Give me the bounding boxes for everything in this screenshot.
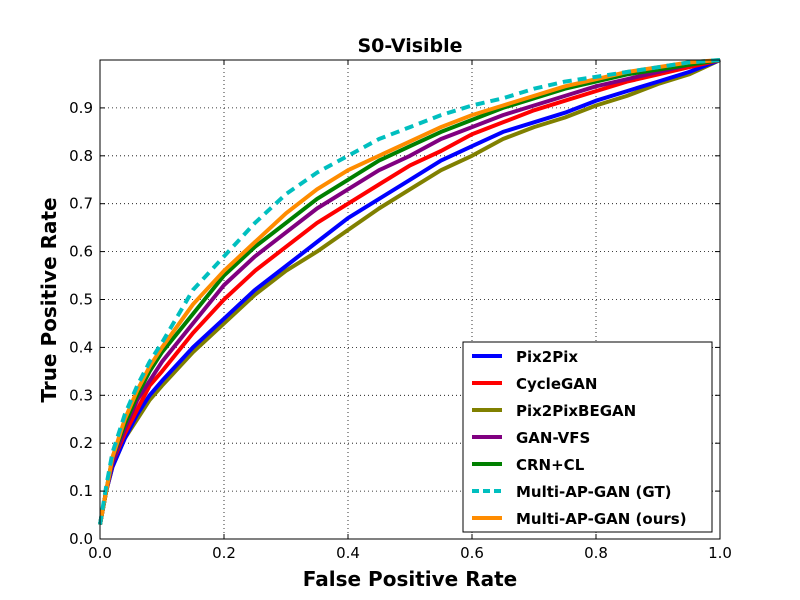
series-line-pix2pixbegan xyxy=(98,58,721,525)
x-tick-label: 0.0 xyxy=(88,544,112,562)
legend-box xyxy=(462,341,713,533)
x-axis-label: False Positive Rate xyxy=(303,567,517,591)
y-tick-label: 0.6 xyxy=(69,243,93,261)
legend-label: GAN-VFS xyxy=(516,429,590,447)
y-tick-label: 0.4 xyxy=(69,338,93,356)
chart-title: S0-Visible xyxy=(357,35,462,57)
legend-label: CRN+CL xyxy=(516,456,585,474)
series-line-cyclegan xyxy=(98,58,721,525)
y-tick-label: 0.5 xyxy=(69,291,93,309)
legend-label: Pix2Pix xyxy=(516,348,578,366)
series-line-multi-ap-gan-gt xyxy=(98,58,721,525)
x-tick-label: 0.6 xyxy=(460,544,484,562)
y-tick-label: 0.1 xyxy=(69,482,93,500)
y-tick-label: 0.9 xyxy=(69,99,93,117)
legend-label: Multi-AP-GAN (GT) xyxy=(516,483,672,501)
legend-label: Pix2PixBEGAN xyxy=(516,402,636,420)
y-tick-label: 0.2 xyxy=(69,434,93,452)
legend-entries: Pix2Pix CycleGAN Pix2PixBEGAN GAN-VFS CRN+CL… xyxy=(472,348,687,528)
x-tick-label: 0.2 xyxy=(212,544,236,562)
y-tick-label: 0.7 xyxy=(69,195,93,213)
y-tick-label: 0.3 xyxy=(69,386,93,404)
x-tick-label: 1.0 xyxy=(708,544,732,562)
legend-label: Multi-AP-GAN (ours) xyxy=(516,510,687,528)
x-tick-label: 0.8 xyxy=(584,544,608,562)
axis-ticks: 0.0 0.2 0.4 0.6 0.8 1.0 0.0 0.1 0.2 0.3 0.4 0.5 0.6 0… xyxy=(69,60,732,562)
legend-label: CycleGAN xyxy=(516,375,597,393)
series-line-pix2pix xyxy=(98,58,721,525)
y-tick-label: 0.8 xyxy=(69,147,93,165)
series-lines xyxy=(98,58,721,525)
y-tick-label: 0.0 xyxy=(69,530,93,548)
y-axis-label: True Positive Rate xyxy=(37,197,61,402)
x-tick-label: 0.4 xyxy=(336,544,360,562)
legend: Pix2Pix CycleGAN Pix2PixBEGAN GAN-VFS CRN+CL… xyxy=(462,341,713,533)
